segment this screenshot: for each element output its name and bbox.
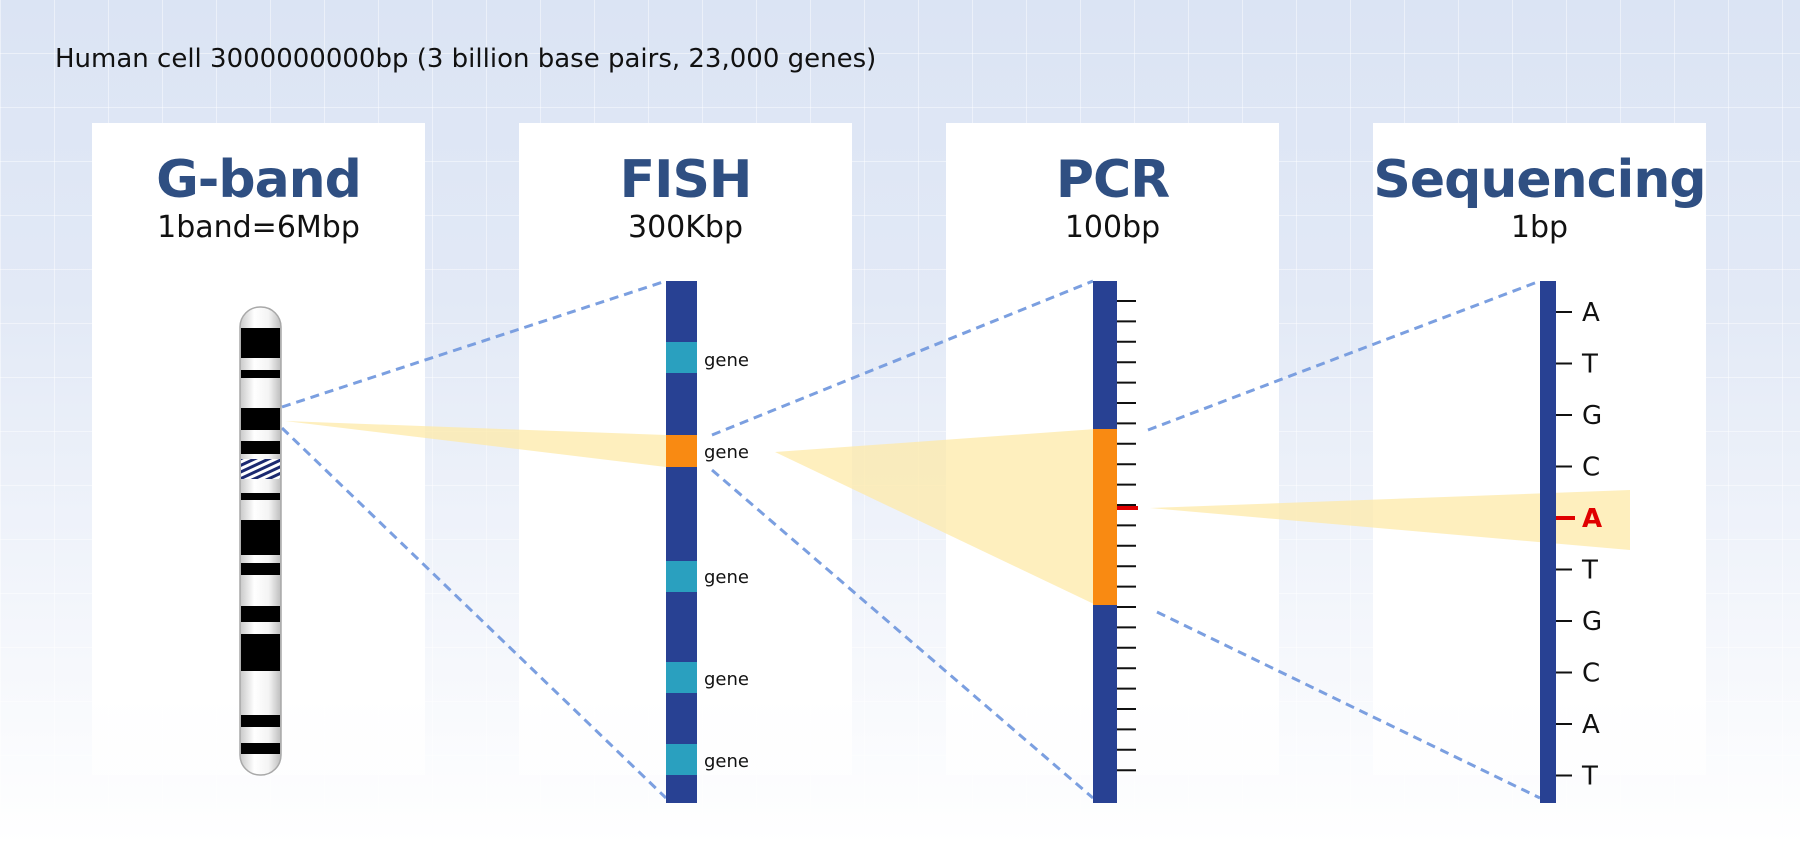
gene-label: gene bbox=[704, 350, 749, 371]
pcr-bar bbox=[1093, 281, 1138, 803]
fish-gene-block bbox=[666, 342, 697, 373]
base-label: A bbox=[1582, 710, 1600, 740]
panel-subtitle-sequencing: 1bp bbox=[1510, 210, 1569, 245]
page-title: Human cell 3000000000bp (3 billion base … bbox=[55, 44, 877, 74]
panel-title-fish: FISH bbox=[619, 150, 753, 210]
fish-bar bbox=[666, 281, 697, 803]
gene-label: gene bbox=[704, 567, 749, 588]
fish-gene-block bbox=[666, 561, 697, 592]
base-label: T bbox=[1581, 762, 1598, 792]
fish-gene-block bbox=[666, 744, 697, 775]
pcr-ticks bbox=[1117, 300, 1136, 772]
panel-title-sequencing: Sequencing bbox=[1373, 150, 1706, 210]
zoom-wedge-pcr-to-seq bbox=[1150, 490, 1630, 550]
panel-sequencing bbox=[1373, 123, 1706, 775]
pcr-amplicon bbox=[1093, 429, 1117, 605]
panel-subtitle-pcr: 100bp bbox=[1064, 210, 1161, 245]
base-label: C bbox=[1582, 659, 1600, 689]
panel-subtitle-gband: 1band=6Mbp bbox=[157, 210, 360, 245]
base-label: G bbox=[1582, 401, 1602, 431]
zoom-wedge-fish-to-pcr bbox=[775, 429, 1096, 605]
panel-title-pcr: PCR bbox=[1055, 150, 1170, 210]
base-label: T bbox=[1581, 350, 1598, 380]
gene-label: gene bbox=[704, 669, 749, 690]
base-label: A bbox=[1582, 298, 1600, 328]
panel-title-gband: G-band bbox=[156, 150, 362, 210]
gene-label: gene bbox=[704, 751, 749, 772]
fish-gene-highlight bbox=[666, 435, 697, 467]
fish-gene-block bbox=[666, 662, 697, 693]
zoom-lines bbox=[280, 279, 1541, 800]
zoom-wedge-gband-to-fish bbox=[285, 421, 666, 467]
base-label: T bbox=[1581, 556, 1598, 586]
panel-subtitle-fish: 300Kbp bbox=[627, 210, 744, 245]
chromosome-ideogram bbox=[239, 306, 282, 776]
base-label-highlighted: A bbox=[1582, 504, 1602, 534]
base-label: C bbox=[1582, 453, 1600, 483]
gene-label: gene bbox=[704, 442, 749, 463]
base-label: G bbox=[1582, 607, 1602, 637]
